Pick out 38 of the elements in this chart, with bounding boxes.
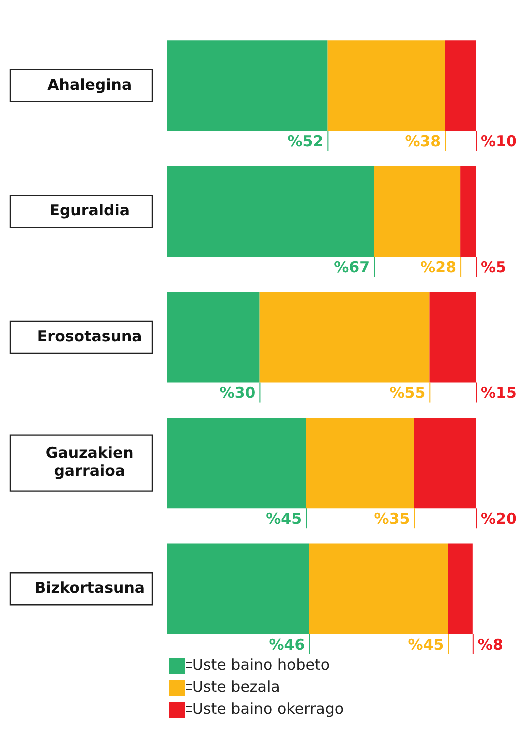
bar (448, 544, 473, 634)
data-label: %30 (220, 384, 256, 402)
bar (309, 544, 448, 634)
data-label: %45 (408, 636, 444, 654)
data-label: %28 (420, 258, 457, 276)
data-label: %46 (269, 636, 306, 654)
bar (445, 40, 476, 132)
bar (167, 292, 260, 383)
y-tick-label: Gauzakien garraioa (46, 444, 134, 480)
y-tick-label: Erosotasuna (37, 327, 142, 346)
bar (306, 418, 414, 509)
bar (167, 166, 374, 257)
y-tick-label: Ahalegina (48, 76, 132, 94)
data-label: %10 (481, 132, 517, 151)
data-label: %52 (288, 132, 324, 151)
bar (260, 292, 430, 383)
data-label: %35 (374, 510, 410, 528)
data-label: %8 (478, 636, 504, 654)
y-tick-label: Bizkortasuna (34, 578, 145, 597)
data-label: %67 (334, 258, 370, 276)
data-label: %20 (481, 510, 517, 528)
legend-label: Uste baino okerrago (192, 700, 344, 718)
bar (167, 544, 310, 634)
data-label: %45 (266, 510, 302, 528)
bar (460, 166, 476, 257)
data-label: %38 (405, 132, 442, 151)
legend-label: Uste baino hobeto (192, 656, 330, 674)
bar (430, 292, 476, 383)
bar (167, 40, 328, 132)
bar (374, 166, 461, 257)
data-label: %15 (481, 384, 517, 402)
bar (414, 418, 476, 509)
legend-label: Uste bezala (192, 678, 280, 696)
data-label: %5 (481, 258, 506, 276)
data-label: %55 (390, 384, 426, 402)
y-tick-label: Eguraldia (50, 202, 130, 220)
bar (167, 418, 306, 509)
bar (328, 40, 446, 132)
